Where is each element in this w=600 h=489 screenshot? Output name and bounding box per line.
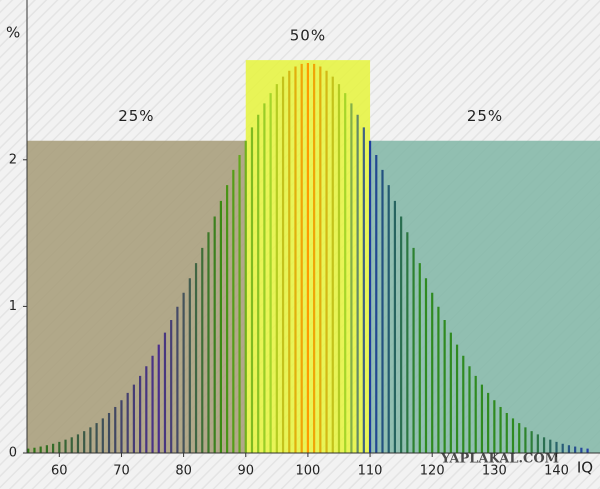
x-tick-label: 110 bbox=[358, 464, 383, 479]
x-tick-label: 130 bbox=[482, 464, 507, 479]
y-tick-label: 2 bbox=[9, 152, 17, 167]
x-tick-label: 120 bbox=[420, 464, 445, 479]
x-tick-label: 90 bbox=[237, 464, 254, 479]
y-tick-label: 0 bbox=[9, 446, 17, 461]
x-tick-label: 80 bbox=[175, 464, 192, 479]
y-axis-label: % bbox=[6, 24, 20, 42]
x-tick-label: 100 bbox=[295, 464, 320, 479]
region bbox=[27, 140, 246, 454]
region-label: 25% bbox=[467, 107, 503, 125]
x-axis-label: IQ bbox=[577, 459, 593, 477]
watermark: YAPLAKAL.COM bbox=[440, 452, 559, 467]
x-tick-label: 70 bbox=[113, 464, 130, 479]
region-label: 25% bbox=[118, 107, 154, 125]
region bbox=[370, 140, 600, 454]
y-tick-label: 1 bbox=[9, 299, 17, 314]
x-tick-label: 140 bbox=[544, 464, 569, 479]
x-tick-label: 60 bbox=[51, 464, 68, 479]
region-label: 50% bbox=[290, 27, 326, 45]
